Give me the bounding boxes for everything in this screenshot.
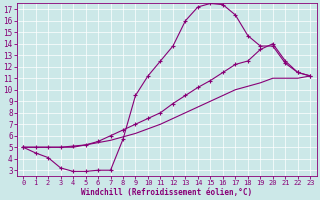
X-axis label: Windchill (Refroidissement éolien,°C): Windchill (Refroidissement éolien,°C) bbox=[81, 188, 252, 197]
